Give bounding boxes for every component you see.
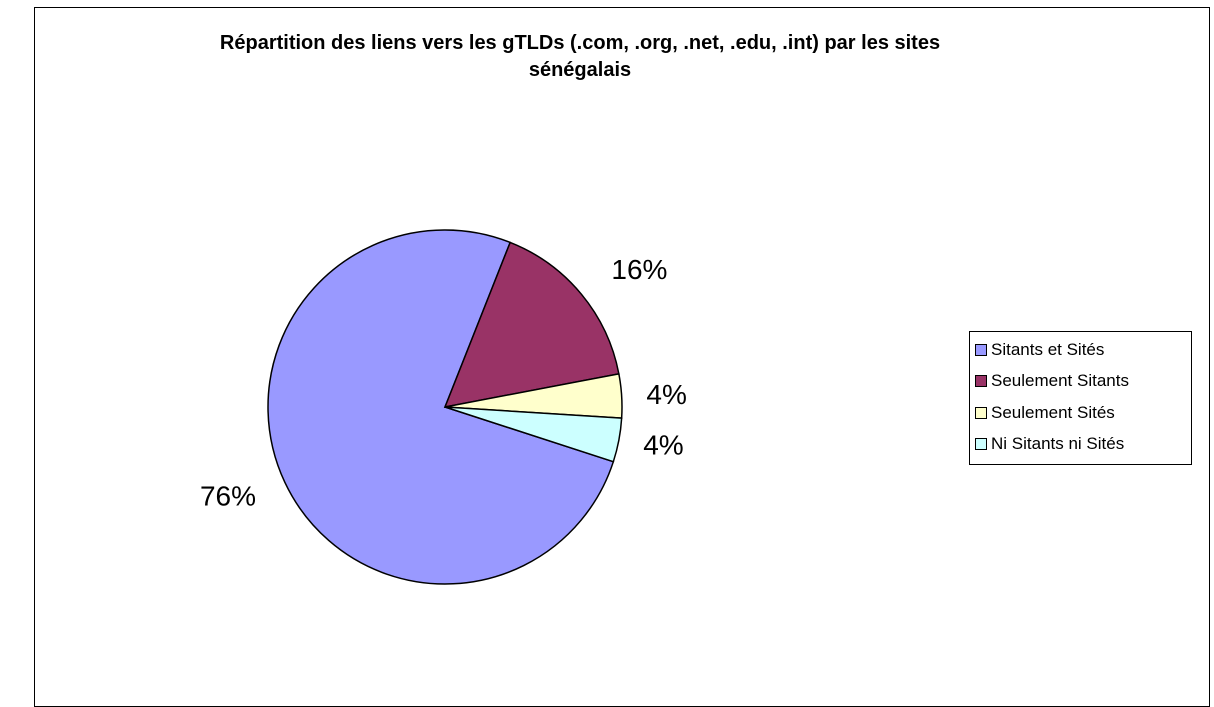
legend-swatch: [975, 343, 987, 356]
legend-item: Seulement Sitants: [975, 366, 1191, 398]
pie-data-label: 4%: [643, 430, 683, 461]
legend-label: Ni Sitants ni Sités: [991, 434, 1125, 454]
pie-chart: 76% 16% 4% 4%: [200, 229, 687, 585]
legend-item: Seulement Sités: [975, 397, 1191, 429]
legend-swatch: [975, 438, 987, 451]
pie-slice: [444, 406, 623, 463]
legend-item: Ni Sitants ni Sités: [975, 429, 1191, 461]
chart-title: Répartition des liens vers les gTLDs (.c…: [80, 30, 1080, 84]
legend-label: Seulement Sités: [991, 402, 1115, 422]
pie-slice: [443, 241, 620, 408]
pie-data-label: 76%: [200, 481, 256, 512]
pie-data-label: 16%: [611, 254, 667, 285]
legend-label: Seulement Sitants: [991, 371, 1129, 391]
chart-title-line-1: Répartition des liens vers les gTLDs (.c…: [219, 32, 941, 54]
legend-swatch: [975, 406, 987, 419]
chart-title-line-2: sénégalais: [528, 59, 632, 81]
pie-data-label: 4%: [646, 379, 686, 410]
pie-slice: [267, 229, 615, 585]
legend-item: Sitants et Sités: [975, 334, 1191, 366]
legend-swatch: [975, 375, 987, 388]
chart-legend: Sitants et Sités Seulement Sitants Seule…: [969, 331, 1192, 465]
legend-label: Sitants et Sités: [991, 339, 1105, 359]
